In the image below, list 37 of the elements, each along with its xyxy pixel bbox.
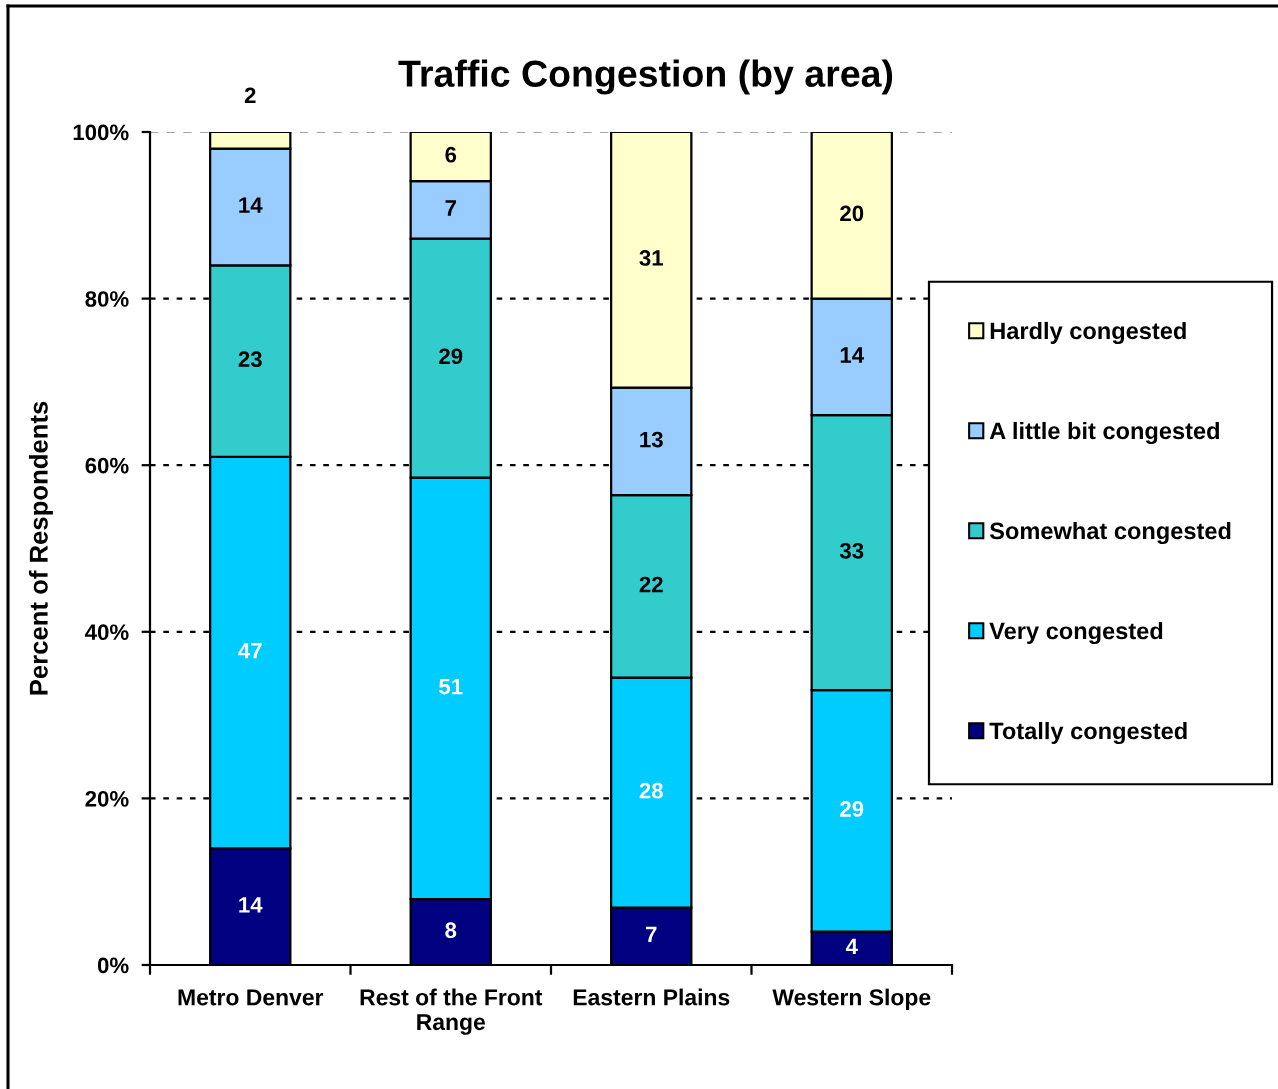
legend-label: Very congested xyxy=(989,621,1163,645)
chart-title: Traffic Congestion (by area) xyxy=(398,59,893,95)
legend-label: Totally congested xyxy=(989,722,1187,745)
data-label: 14 xyxy=(239,897,263,913)
data-label: 2 xyxy=(244,87,256,104)
data-label: 28 xyxy=(639,782,663,799)
x-tick-label: Eastern Plains xyxy=(573,988,730,1006)
data-label: 14 xyxy=(840,347,864,363)
data-label: 51 xyxy=(439,678,463,695)
y-tick-label: 0% xyxy=(97,957,129,974)
data-label: 23 xyxy=(238,351,262,368)
data-label: 33 xyxy=(839,542,864,559)
legend-label: A little bit congested xyxy=(989,421,1219,445)
x-tick-label: Metro Denver xyxy=(178,989,324,1006)
data-label: 7 xyxy=(445,200,456,216)
y-tick-label: 80% xyxy=(85,291,129,307)
y-axis-title: Percent of Respondents xyxy=(28,401,53,695)
data-label: 8 xyxy=(445,922,457,939)
x-tick-label: Western Slope xyxy=(772,988,931,1010)
data-label: 31 xyxy=(639,250,663,266)
y-tick-label: 60% xyxy=(85,457,129,474)
data-label: 22 xyxy=(639,576,663,593)
data-label: 6 xyxy=(445,146,457,163)
data-label: 7 xyxy=(646,926,657,943)
data-label: 47 xyxy=(238,643,262,659)
x-tick-label: Rest of the Front Range xyxy=(360,988,543,1035)
data-label: 29 xyxy=(840,801,864,817)
y-tick-label: 100% xyxy=(73,124,129,141)
legend-label: Hardly congested xyxy=(990,321,1186,344)
y-tick-label: 20% xyxy=(85,790,129,807)
data-label: 13 xyxy=(640,431,663,448)
legend-label: Somewhat congested xyxy=(989,521,1231,545)
data-label: 20 xyxy=(840,205,864,222)
data-label: 29 xyxy=(439,348,463,365)
y-tick-label: 40% xyxy=(85,624,129,641)
data-label: 14 xyxy=(239,197,263,213)
data-label: 4 xyxy=(845,938,858,955)
